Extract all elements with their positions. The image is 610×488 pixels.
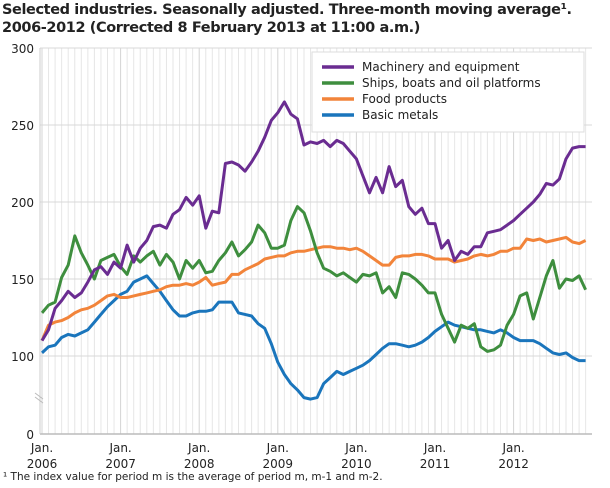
x-tick-label: 2008 bbox=[184, 457, 215, 471]
legend-label: Food products bbox=[362, 92, 447, 106]
y-tick-label: 150 bbox=[11, 273, 34, 287]
series-line-basic-metals bbox=[40, 274, 586, 401]
series-line-food-products bbox=[40, 235, 587, 342]
x-tick-label: Jan. bbox=[266, 441, 289, 455]
y-tick-label: 250 bbox=[11, 119, 34, 133]
title-line-1: Selected industries. Seasonally adjusted… bbox=[2, 2, 572, 18]
x-tick-label: Jan. bbox=[423, 441, 446, 455]
chart-title: Selected industries. Seasonally adjusted… bbox=[2, 1, 572, 37]
x-tick-label: 2006 bbox=[27, 457, 58, 471]
x-tick-label: 2012 bbox=[498, 457, 529, 471]
x-tick-label: Jan. bbox=[108, 441, 131, 455]
x-tick-label: 2011 bbox=[420, 457, 451, 471]
legend-box bbox=[311, 51, 585, 133]
x-tick-label: 2009 bbox=[263, 457, 294, 471]
axis-break-mark bbox=[34, 396, 44, 404]
x-tick-label: Jan. bbox=[344, 441, 367, 455]
y-tick-label: 200 bbox=[11, 196, 34, 210]
x-tick-label: Jan. bbox=[187, 441, 210, 455]
x-tick-label: Jan. bbox=[30, 441, 53, 455]
series-line-machinery-and-equipment bbox=[40, 100, 586, 342]
y-tick-label: 100 bbox=[11, 350, 34, 364]
y-tick-label: 0 bbox=[26, 428, 34, 442]
y-tick-label: 300 bbox=[11, 42, 34, 56]
x-tick-label: 2007 bbox=[105, 457, 136, 471]
footnote: ¹ The index value for period m is the av… bbox=[3, 471, 383, 483]
legend-label: Ships, boats and oil platforms bbox=[362, 76, 541, 90]
axis-break-mark bbox=[34, 392, 44, 400]
x-tick-label: Jan. bbox=[501, 441, 524, 455]
legend-label: Machinery and equipment bbox=[362, 60, 520, 74]
legend-label: Basic metals bbox=[362, 108, 438, 122]
x-tick-label: 2010 bbox=[341, 457, 372, 471]
title-line-2: 2006-2012 (Corrected 8 February 2013 at … bbox=[2, 20, 421, 36]
